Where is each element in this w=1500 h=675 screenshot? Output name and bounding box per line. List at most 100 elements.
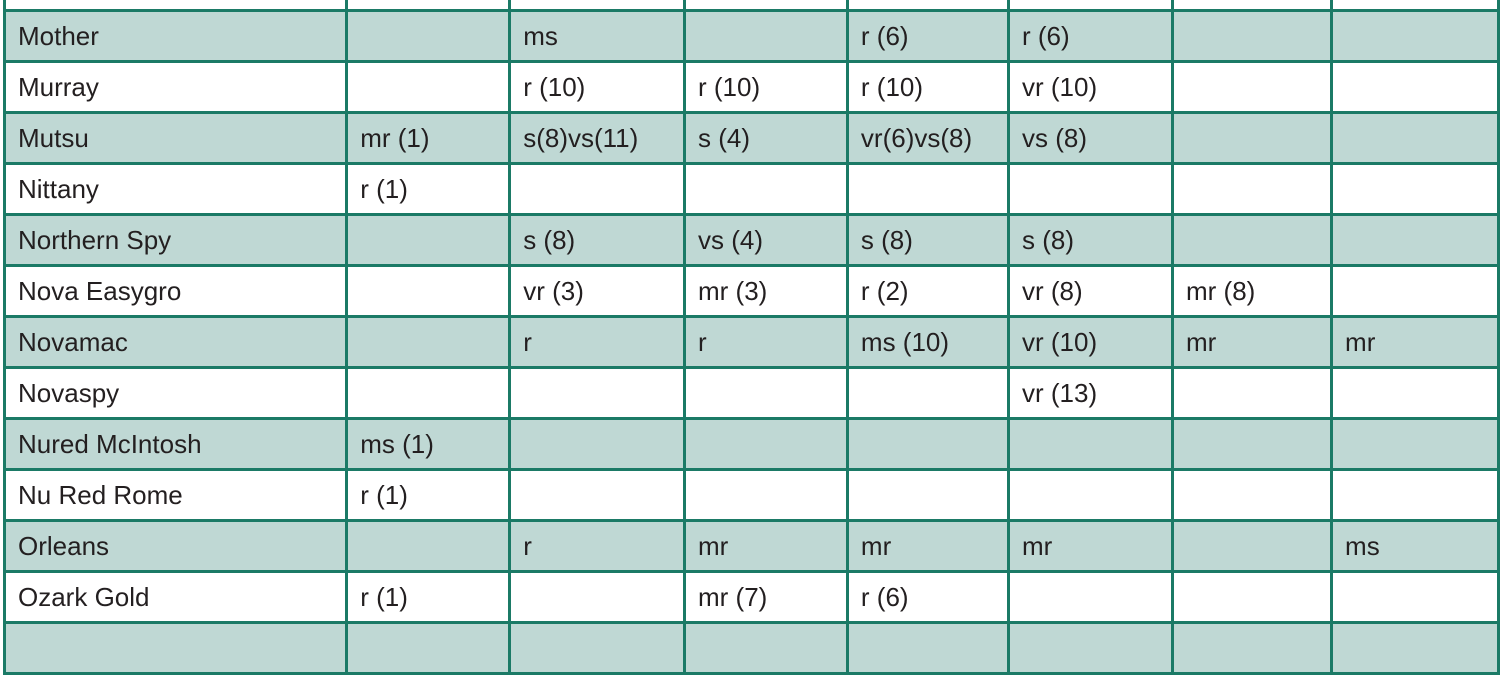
table-row: Nu Red Rome r (1)	[2, 468, 1500, 522]
rating-cell: r (10)	[845, 60, 1010, 114]
rating-cell: s (8)	[1006, 213, 1175, 267]
variety-name-cell: Novamac	[2, 315, 349, 369]
rating-cell	[1330, 162, 1500, 216]
rating-cell	[1006, 468, 1175, 522]
rating-cell: ms	[1330, 519, 1500, 573]
variety-name-cell: Novaspy	[2, 366, 349, 420]
table-row: Novamac r r ms (10) vr (10) mr mr	[2, 315, 1500, 369]
rating-cell	[1171, 366, 1334, 420]
rating-cell: r (10)	[683, 60, 849, 114]
rating-cell: mr (8)	[1171, 264, 1334, 318]
table-row: Nova Easygro vr (3) mr (3) r (2) vr (8) mr (8…	[2, 264, 1500, 318]
variety-name-cell: Mutsu	[2, 111, 349, 165]
table-row: Nittany r (1)	[2, 162, 1500, 216]
rating-cell	[683, 621, 849, 675]
rating-cell: r (6)	[1006, 9, 1175, 63]
rating-cell: s (8)	[508, 213, 687, 267]
rating-cell	[1330, 264, 1500, 318]
rating-cell	[1171, 60, 1334, 114]
rating-cell	[683, 468, 849, 522]
rating-cell: r	[508, 315, 687, 369]
rating-cell	[345, 0, 512, 12]
rating-cell	[345, 519, 512, 573]
rating-cell	[1330, 366, 1500, 420]
rating-cell	[1330, 621, 1500, 675]
rating-cell: mr (7)	[683, 570, 849, 624]
variety-name-cell	[2, 0, 349, 12]
rating-cell: r (6)	[845, 570, 1010, 624]
rating-cell	[845, 621, 1010, 675]
rating-cell: vr (8)	[1006, 264, 1175, 318]
table-row: Mother ms r (6) r (6)	[2, 9, 1500, 63]
rating-cell	[508, 417, 687, 471]
rating-cell: mr	[845, 519, 1010, 573]
rating-cell	[1006, 0, 1175, 12]
rating-cell	[1330, 417, 1500, 471]
rating-cell	[1006, 417, 1175, 471]
rating-cell	[1006, 621, 1175, 675]
rating-cell	[683, 366, 849, 420]
table-row	[2, 0, 1500, 12]
rating-cell: r (1)	[345, 468, 512, 522]
rating-cell	[508, 570, 687, 624]
rating-cell: vs (8)	[1006, 111, 1175, 165]
rating-cell: vr(6)vs(8)	[845, 111, 1010, 165]
rating-cell: ms (10)	[845, 315, 1010, 369]
rating-cell: s (4)	[683, 111, 849, 165]
variety-name-cell: Ozark Gold	[2, 570, 349, 624]
rating-cell: mr	[1006, 519, 1175, 573]
rating-cell: s(8)vs(11)	[508, 111, 687, 165]
rating-cell	[508, 621, 687, 675]
variety-name-cell: Murray	[2, 60, 349, 114]
rating-cell: r	[508, 519, 687, 573]
rating-cell: r (2)	[845, 264, 1010, 318]
table-row: Northern Spy s (8) vs (4) s (8) s (8)	[2, 213, 1500, 267]
table-row	[2, 621, 1500, 675]
rating-cell	[1006, 570, 1175, 624]
variety-name-cell	[2, 621, 349, 675]
rating-cell: vr (13)	[1006, 366, 1175, 420]
rating-cell	[1330, 213, 1500, 267]
rating-cell	[683, 162, 849, 216]
rating-cell	[845, 0, 1010, 12]
variety-name-cell: Nova Easygro	[2, 264, 349, 318]
rating-cell	[1171, 9, 1334, 63]
table-row: Ozark Gold r (1) mr (7) r (6)	[2, 570, 1500, 624]
rating-cell	[1330, 60, 1500, 114]
rating-cell	[1006, 162, 1175, 216]
rating-cell	[1171, 0, 1334, 12]
table-row: Novaspy vr (13)	[2, 366, 1500, 420]
rating-cell: vr (10)	[1006, 315, 1175, 369]
rating-cell: mr (1)	[345, 111, 512, 165]
variety-name-cell: Northern Spy	[2, 213, 349, 267]
rating-cell	[845, 162, 1010, 216]
rating-cell	[1171, 519, 1334, 573]
rating-cell	[345, 621, 512, 675]
rating-cell	[1171, 621, 1334, 675]
table-row: Orleans r mr mr mr ms	[2, 519, 1500, 573]
rating-cell	[1171, 417, 1334, 471]
rating-cell	[1330, 111, 1500, 165]
rating-cell: r (1)	[345, 162, 512, 216]
rating-cell	[845, 417, 1010, 471]
rating-cell	[683, 417, 849, 471]
rating-cell: mr (3)	[683, 264, 849, 318]
rating-cell	[508, 0, 687, 12]
rating-cell	[1171, 111, 1334, 165]
rating-cell	[1171, 213, 1334, 267]
rating-cell: r	[683, 315, 849, 369]
variety-name-cell: Nu Red Rome	[2, 468, 349, 522]
rating-cell	[508, 366, 687, 420]
rating-cell	[683, 0, 849, 12]
rating-cell: mr	[1330, 315, 1500, 369]
rating-cell	[508, 162, 687, 216]
variety-name-cell: Nured McIntosh	[2, 417, 349, 471]
rating-cell: mr	[1171, 315, 1334, 369]
table-row: Nured McIntosh ms (1)	[2, 417, 1500, 471]
variety-name-cell: Orleans	[2, 519, 349, 573]
rating-cell: vr (10)	[1006, 60, 1175, 114]
rating-cell: ms	[508, 9, 687, 63]
rating-cell	[845, 366, 1010, 420]
rating-cell: vr (3)	[508, 264, 687, 318]
